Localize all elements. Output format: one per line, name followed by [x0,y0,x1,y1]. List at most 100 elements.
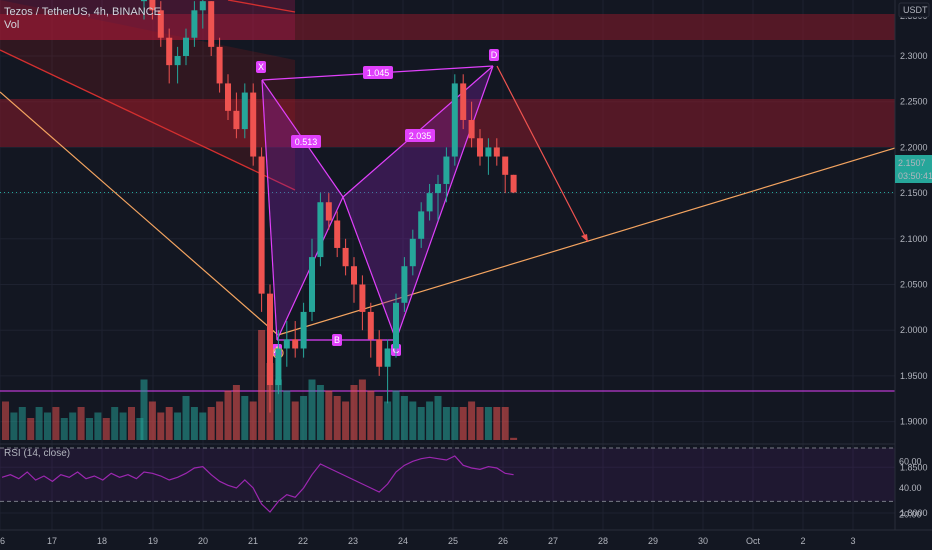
candle-body [460,83,467,120]
volume-bar [35,407,43,440]
rsi-axis: 60.00 40.00 20.00 [899,456,922,519]
candle-body [393,302,399,349]
candle [216,37,223,93]
ratio-label: 2.035 [409,131,432,141]
price-tick-label: 1.8500 [900,462,928,472]
volume-bar [426,401,434,440]
time-tick-label: 18 [97,536,107,546]
volume-bar [182,396,190,440]
candle [384,339,391,404]
volume-bar [157,412,165,440]
candle-body [250,92,257,157]
volume-bar [119,412,127,440]
candle-body [166,37,173,66]
point-label: B [334,335,340,345]
channel-line [0,49,296,191]
price-badge-bg [895,155,932,183]
candle-body [225,83,231,111]
time-tick-label: 16 [0,536,5,546]
candle [418,202,425,248]
rsi-panel [0,443,932,513]
point-label: X [258,62,264,72]
candle [426,183,433,221]
price-tick-label: 2.3000 [900,51,928,61]
candle-body [510,174,517,193]
candle [309,238,315,322]
candle-body [149,0,156,11]
volume-bar [258,330,266,440]
volume-bar [367,390,375,440]
candle [283,321,290,367]
candle [477,129,483,166]
time-tick-label: Oct [746,536,761,546]
pattern-leg [261,79,278,341]
price-tick-label: 2.1000 [900,234,928,244]
price-axis: 2.3000 2.2500 2.2000 2.1500 2.1000 2.0500 2.00… [900,11,928,518]
pattern-point-b: B [332,334,342,346]
time-tick-label: 22 [298,536,308,546]
volume-bar [459,407,467,440]
candle [199,0,206,29]
volume-bar [451,407,459,440]
candle-body [418,211,425,239]
candle [157,1,164,47]
time-tick-label: 2 [800,536,805,546]
volume-bar [291,401,299,440]
currency-tag: USDT [898,2,930,18]
volume-bar [174,412,182,440]
candle [443,147,450,203]
candle [367,302,374,358]
volume-bar [392,390,400,440]
volume-bar [199,412,207,440]
candle [174,46,181,84]
time-tick-label: 26 [498,536,508,546]
volume-bar [400,396,408,440]
volume-bar [128,407,135,440]
last-price-badge: 2.1507 03:50:41 [895,155,932,183]
candle [435,174,441,221]
zone-left [0,0,295,40]
candle-body [300,311,307,349]
volume-bar [86,418,93,440]
pattern-ratio: 2.035 [405,129,435,142]
trendlines [0,65,896,336]
candle [208,1,215,56]
price-tick-label: 2.2500 [900,97,928,107]
candle [485,138,492,175]
candle [451,74,458,166]
price-tick-label: 1.8000 [900,508,928,518]
trendline-descending [0,91,279,336]
price-tick-label: 2.0500 [900,280,928,290]
candlesticks [141,0,517,413]
candle-body [157,10,164,38]
volume-bar [308,379,316,440]
volume-bar [384,401,392,440]
volume-bar [358,379,366,440]
volume-bar [434,396,442,440]
candle [149,0,156,20]
price-tick-label: 2.1500 [900,188,928,198]
pattern-leg [342,196,397,341]
candle-body [401,266,408,303]
candle [241,83,248,139]
time-tick-label: 19 [148,536,158,546]
time-tick-label: 3 [850,536,855,546]
candle-body [451,83,458,157]
volume-bar [216,401,224,440]
volume-bar [148,401,156,440]
candle [233,92,240,139]
point-label: D [491,50,498,60]
volume-bar [111,407,119,440]
volume-bar [10,412,18,440]
candle-body [267,293,273,386]
volume-bar [60,418,68,440]
volume-bar [300,396,308,440]
price-axis-bg [895,0,932,550]
point-badge [332,334,342,346]
candle [141,0,147,20]
candle [166,28,173,84]
pattern-ratio: 0.513 [291,135,321,148]
candle-body [409,238,416,267]
candle-body [359,284,366,312]
